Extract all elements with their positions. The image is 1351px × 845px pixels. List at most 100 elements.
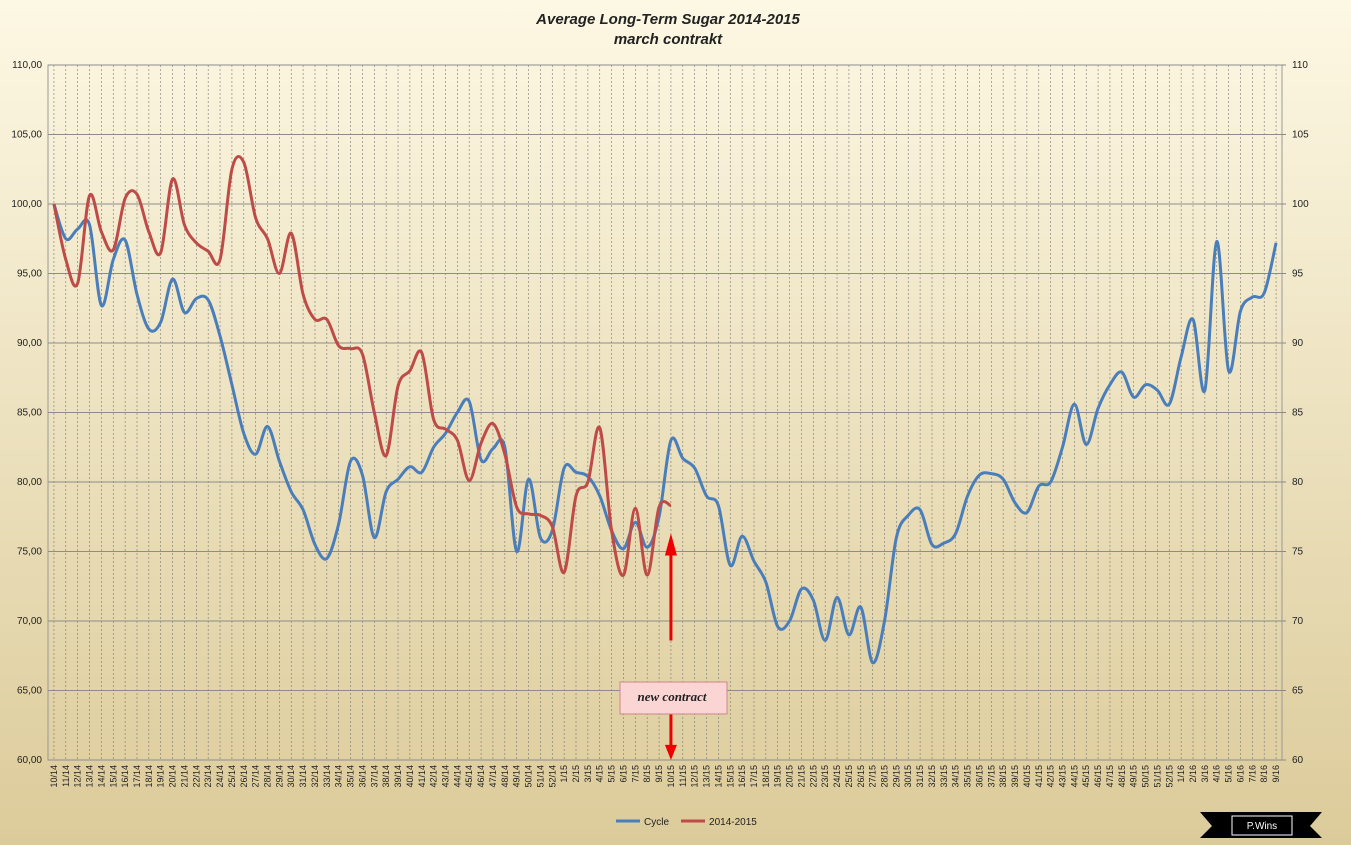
- x-tick-label: 50/14: [524, 765, 534, 788]
- x-tick-label: 32/14: [310, 765, 320, 788]
- x-tick-label: 8/15: [642, 765, 652, 783]
- x-tick-label: 31/14: [298, 765, 308, 788]
- x-tick-label: 10/15: [666, 765, 676, 788]
- x-tick-label: 3/15: [583, 765, 593, 783]
- x-tick-label: 43/14: [440, 765, 450, 788]
- x-tick-label: 7/15: [630, 765, 640, 783]
- x-tick-label: 43/15: [1057, 765, 1067, 788]
- x-tick-label: 42/14: [429, 765, 439, 788]
- x-tick-label: 12/14: [73, 765, 83, 788]
- y2-tick-label: 65: [1292, 686, 1304, 697]
- y-tick-label: 90,00: [17, 338, 42, 349]
- x-tick-label: 49/14: [512, 765, 522, 788]
- y2-tick-label: 110: [1292, 60, 1308, 71]
- y2-tick-label: 85: [1292, 408, 1304, 419]
- y-tick-label: 60,00: [17, 755, 42, 766]
- watermark-text: P.Wins: [1247, 821, 1277, 832]
- x-tick-label: 17/14: [132, 765, 142, 788]
- x-tick-label: 30/15: [903, 765, 913, 788]
- x-tick-label: 40/15: [1022, 765, 1032, 788]
- y2-tick-label: 95: [1292, 269, 1304, 280]
- y-tick-label: 110,00: [12, 60, 42, 71]
- x-tick-label: 8/16: [1259, 765, 1269, 783]
- x-tick-label: 20/15: [785, 765, 795, 788]
- x-tick-label: 52/14: [547, 765, 557, 788]
- y-tick-label: 70,00: [17, 616, 42, 627]
- x-tick-label: 16/14: [120, 765, 130, 788]
- x-tick-label: 45/14: [464, 765, 474, 788]
- x-tick-label: 19/15: [773, 765, 783, 788]
- y2-tick-label: 105: [1292, 130, 1309, 141]
- x-tick-label: 11/15: [678, 765, 688, 787]
- x-tick-label: 29/15: [891, 765, 901, 788]
- x-tick-label: 12/15: [690, 765, 700, 788]
- y-tick-label: 105,00: [11, 130, 42, 141]
- x-tick-label: 24/15: [832, 765, 842, 788]
- y2-tick-label: 70: [1292, 616, 1304, 627]
- x-tick-label: 36/15: [974, 765, 984, 788]
- legend-label: 2014-2015: [709, 817, 757, 828]
- x-tick-label: 22/15: [808, 765, 818, 788]
- x-tick-label: 28/14: [263, 765, 273, 788]
- x-tick-label: 38/15: [998, 765, 1008, 788]
- x-tick-label: 15/15: [725, 765, 735, 788]
- x-tick-label: 37/15: [986, 765, 996, 788]
- x-tick-label: 1/15: [559, 765, 569, 783]
- x-tick-label: 30/14: [286, 765, 296, 788]
- x-tick-label: 32/15: [927, 765, 937, 788]
- x-tick-label: 3/16: [1200, 765, 1210, 783]
- y2-tick-label: 90: [1292, 338, 1304, 349]
- x-tick-label: 35/14: [346, 765, 356, 788]
- series-line: [52, 155, 672, 577]
- x-tick-label: 22/14: [191, 765, 201, 788]
- annotation-box: [619, 681, 728, 715]
- x-tick-label: 17/15: [749, 765, 759, 788]
- x-tick-label: 18/14: [144, 765, 154, 788]
- x-tick-label: 31/15: [915, 765, 925, 788]
- x-tick-label: 14/14: [96, 765, 106, 788]
- x-tick-label: 23/15: [820, 765, 830, 788]
- x-tick-label: 44/15: [1069, 765, 1079, 788]
- y2-tick-label: 75: [1292, 547, 1304, 558]
- x-tick-label: 42/15: [1046, 765, 1056, 788]
- chart-title: Average Long-Term Sugar 2014-2015: [535, 11, 800, 28]
- x-tick-label: 33/14: [322, 765, 332, 788]
- x-tick-label: 44/14: [452, 765, 462, 788]
- x-tick-label: 2/15: [571, 765, 581, 783]
- x-tick-label: 40/14: [405, 765, 415, 788]
- x-tick-label: 9/15: [654, 765, 664, 783]
- x-tick-label: 25/14: [227, 765, 237, 788]
- x-tick-label: 13/15: [702, 765, 712, 788]
- y-tick-label: 65,00: [17, 686, 42, 697]
- y-tick-label: 85,00: [17, 408, 42, 419]
- x-tick-label: 45/15: [1081, 765, 1091, 788]
- x-tick-label: 28/15: [880, 765, 890, 788]
- x-tick-label: 52/15: [1164, 765, 1174, 788]
- x-tick-label: 49/15: [1129, 765, 1139, 788]
- x-tick-label: 33/15: [939, 765, 949, 788]
- x-tick-label: 16/15: [737, 765, 747, 788]
- x-tick-label: 46/15: [1093, 765, 1103, 788]
- x-tick-label: 10/14: [49, 765, 59, 788]
- x-tick-label: 15/14: [108, 765, 118, 788]
- x-tick-label: 4/16: [1212, 765, 1222, 783]
- x-tick-label: 48/14: [500, 765, 510, 788]
- y2-tick-label: 80: [1292, 477, 1304, 488]
- x-tick-label: 5/15: [607, 765, 617, 783]
- x-tick-label: 48/15: [1117, 765, 1127, 788]
- x-tick-label: 14/15: [713, 765, 723, 788]
- y-tick-label: 100,00: [11, 199, 42, 210]
- x-tick-label: 4/15: [595, 765, 605, 783]
- y2-tick-label: 100: [1292, 199, 1309, 210]
- x-tick-label: 21/15: [796, 765, 806, 788]
- x-tick-label: 50/15: [1141, 765, 1151, 788]
- x-tick-label: 26/15: [856, 765, 866, 788]
- x-tick-label: 20/14: [168, 765, 178, 788]
- x-tick-label: 25/15: [844, 765, 854, 788]
- x-tick-label: 41/15: [1034, 765, 1044, 788]
- chart-subtitle: march contrakt: [614, 31, 723, 48]
- x-tick-label: 34/14: [334, 765, 344, 788]
- x-tick-label: 47/14: [488, 765, 498, 788]
